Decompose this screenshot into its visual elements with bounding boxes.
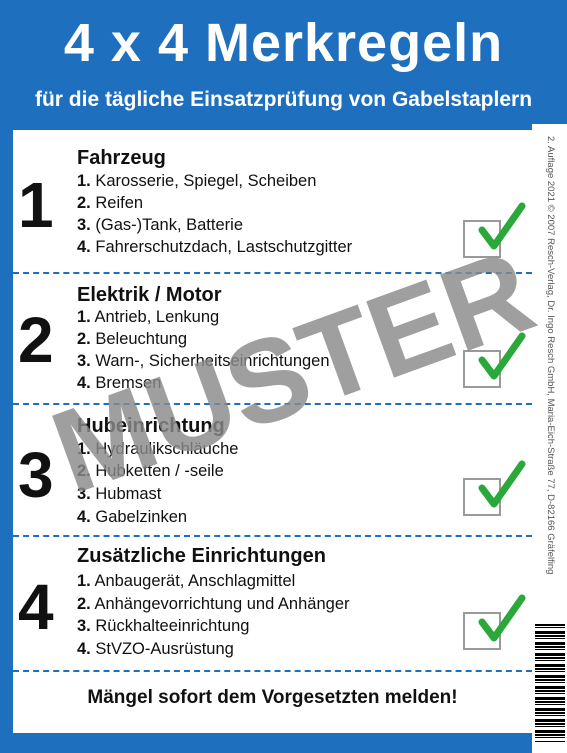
section-number: 1 — [18, 169, 54, 241]
list-item: 1. Anbaugerät, Anschlagmittel — [77, 572, 296, 590]
section-title: Zusätzliche Einrichtungen — [77, 545, 326, 567]
footer-warning: Mängel sofort dem Vorgesetzten melden! — [87, 687, 458, 708]
page-title: 4 x 4 Merkregeln — [63, 13, 504, 73]
header-banner: 4 x 4 Merkregeln für die tägliche Einsat… — [0, 0, 567, 124]
section-divider — [13, 272, 532, 274]
checkmark-icon — [478, 332, 526, 380]
section-number: 4 — [18, 571, 54, 643]
barcode-icon — [535, 624, 565, 742]
section-divider — [13, 535, 532, 537]
section-number: 3 — [18, 439, 54, 511]
list-item: 2. Reifen — [77, 194, 144, 212]
watermark-text: MUSTER — [36, 226, 549, 519]
page-subtitle: für die tägliche Einsatzprüfung von Gabe… — [34, 88, 533, 111]
list-item: 4. Bremsen — [77, 374, 162, 392]
checkmark-icon — [478, 460, 526, 508]
list-item: 3. Hubmast — [77, 485, 162, 503]
section-divider — [13, 403, 532, 405]
list-item: 2. Hubketten / -seile — [77, 462, 224, 480]
list-item: 4. Gabelzinken — [77, 508, 188, 526]
section-divider — [13, 670, 532, 672]
list-item: 1. Antrieb, Lenkung — [77, 308, 220, 326]
section-number: 2 — [18, 304, 54, 376]
list-item: 1. Hydraulikschläuche — [77, 440, 239, 458]
checkmark-icon — [478, 594, 526, 642]
section-title: Fahrzeug — [77, 147, 166, 169]
list-item: 3. (Gas-)Tank, Batterie — [77, 216, 243, 234]
muster-watermark: MUSTER — [36, 226, 549, 519]
list-item: 1. Karosserie, Spiegel, Scheiben — [77, 172, 317, 190]
checkmark-icon — [478, 202, 526, 250]
list-item: 4. StVZO-Ausrüstung — [77, 640, 234, 658]
section-title: Hubeinrichtung — [77, 415, 225, 437]
list-item: 3. Warn-, Sicherheitseinrichtungen — [77, 352, 330, 370]
list-item: 3. Rückhalteeinrichtung — [77, 617, 250, 635]
list-item: 4. Fahrerschutzdach, Lastschutzgitter — [77, 238, 353, 256]
section-title: Elektrik / Motor — [77, 284, 222, 306]
checklist-card — [13, 130, 532, 733]
list-item: 2. Beleuchtung — [77, 330, 188, 348]
list-item: 2. Anhängevorrichtung und Anhänger — [77, 595, 350, 613]
